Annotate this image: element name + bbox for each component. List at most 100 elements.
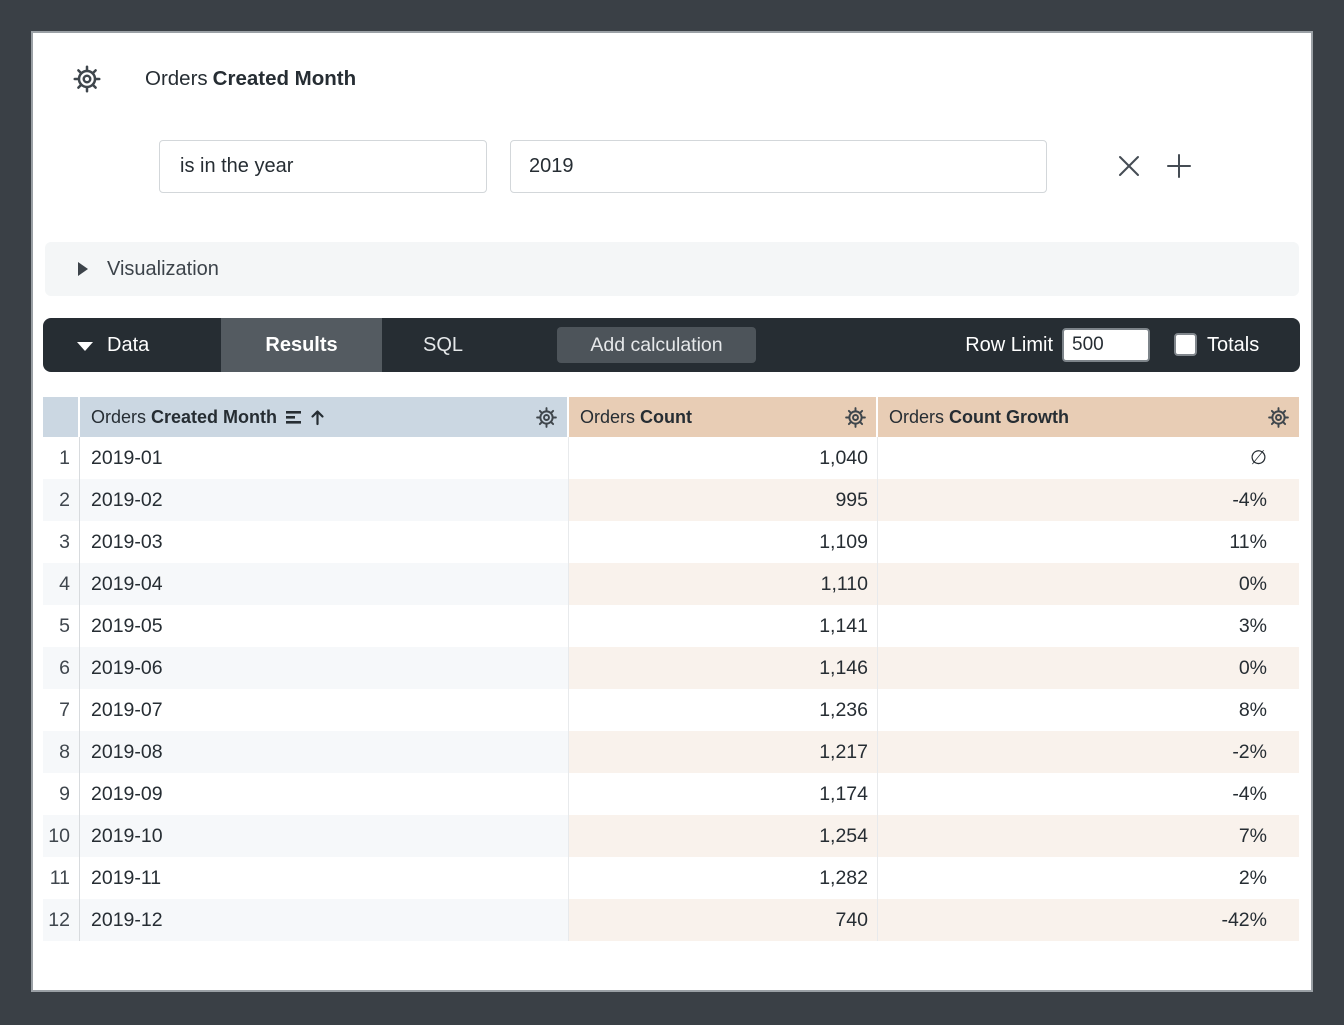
column-header-field: Count Growth bbox=[949, 406, 1069, 427]
cell-created-month[interactable]: 2019-05 bbox=[80, 605, 569, 647]
cell-created-month[interactable]: 2019-04 bbox=[80, 563, 569, 605]
column-header-prefix: Orders bbox=[91, 406, 147, 427]
cell-count-growth[interactable]: 0% bbox=[878, 563, 1299, 605]
column-header-field: Created Month bbox=[151, 406, 278, 427]
cell-created-month[interactable]: 2019-09 bbox=[80, 773, 569, 815]
column-header-prefix: Orders bbox=[580, 406, 636, 427]
totals-label: Totals bbox=[1207, 334, 1260, 356]
page-title-prefix: Orders bbox=[145, 67, 208, 90]
data-label: Data bbox=[107, 334, 150, 356]
column-header-created-month[interactable]: Orders Created Month bbox=[80, 397, 569, 437]
gear-icon[interactable] bbox=[535, 406, 558, 429]
cell-created-month[interactable]: 2019-02 bbox=[80, 479, 569, 521]
cell-created-month[interactable]: 2019-03 bbox=[80, 521, 569, 563]
tab-sql[interactable]: SQL bbox=[422, 334, 464, 356]
cell-orders-count[interactable]: 1,146 bbox=[569, 647, 878, 689]
cell-created-month[interactable]: 2019-07 bbox=[80, 689, 569, 731]
cell-orders-count[interactable]: 740 bbox=[569, 899, 878, 941]
table-row: 6 2019-06 1,146 0% bbox=[43, 647, 1299, 689]
results-table: Orders Created Month bbox=[43, 397, 1299, 941]
triangle-right-icon bbox=[78, 262, 88, 276]
close-x-icon[interactable] bbox=[1113, 150, 1145, 182]
row-number: 10 bbox=[43, 815, 80, 857]
table-row: 1 2019-01 1,040 ∅ bbox=[43, 437, 1299, 479]
table-row: 7 2019-07 1,236 8% bbox=[43, 689, 1299, 731]
table-body: 1 2019-01 1,040 ∅ 2 2019-02 995 -4% 3 20… bbox=[43, 437, 1299, 941]
data-toolbar: Data Results SQL Add calculation Row Lim… bbox=[43, 318, 1300, 372]
cell-orders-count[interactable]: 1,174 bbox=[569, 773, 878, 815]
row-limit-input[interactable] bbox=[1062, 328, 1150, 362]
column-header-count-growth[interactable]: Orders Count Growth bbox=[878, 397, 1299, 437]
data-section-toggle[interactable]: Data bbox=[43, 318, 221, 372]
table-row: 8 2019-08 1,217 -2% bbox=[43, 731, 1299, 773]
plus-icon[interactable] bbox=[1163, 150, 1195, 182]
row-number: 4 bbox=[43, 563, 80, 605]
cell-count-growth[interactable]: 0% bbox=[878, 647, 1299, 689]
cell-orders-count[interactable]: 1,109 bbox=[569, 521, 878, 563]
table-row: 10 2019-10 1,254 7% bbox=[43, 815, 1299, 857]
table-row: 12 2019-12 740 -42% bbox=[43, 899, 1299, 941]
row-number-header bbox=[43, 397, 80, 437]
row-number: 9 bbox=[43, 773, 80, 815]
cell-created-month[interactable]: 2019-06 bbox=[80, 647, 569, 689]
page-title: Orders Created Month bbox=[145, 66, 356, 92]
table-row: 5 2019-05 1,141 3% bbox=[43, 605, 1299, 647]
table-row: 9 2019-09 1,174 -4% bbox=[43, 773, 1299, 815]
cell-created-month[interactable]: 2019-10 bbox=[80, 815, 569, 857]
cell-count-growth[interactable]: -2% bbox=[878, 731, 1299, 773]
cell-orders-count[interactable]: 1,110 bbox=[569, 563, 878, 605]
cell-created-month[interactable]: 2019-08 bbox=[80, 731, 569, 773]
cell-count-growth[interactable]: -4% bbox=[878, 479, 1299, 521]
cell-orders-count[interactable]: 1,040 bbox=[569, 437, 878, 479]
filter-condition-select[interactable]: is in the year bbox=[159, 140, 487, 193]
table-row: 11 2019-11 1,282 2% bbox=[43, 857, 1299, 899]
visualization-label: Visualization bbox=[107, 258, 219, 280]
gear-icon[interactable] bbox=[844, 406, 867, 429]
table-row: 4 2019-04 1,110 0% bbox=[43, 563, 1299, 605]
row-number: 5 bbox=[43, 605, 80, 647]
totals-checkbox[interactable] bbox=[1174, 333, 1197, 356]
row-number: 11 bbox=[43, 857, 80, 899]
cell-count-growth[interactable]: 2% bbox=[1238, 867, 1267, 889]
row-number: 12 bbox=[43, 899, 80, 941]
cell-orders-count[interactable]: 1,236 bbox=[569, 689, 878, 731]
cell-count-growth[interactable]: -4% bbox=[1232, 783, 1267, 805]
cell-created-month[interactable]: 2019-11 bbox=[80, 857, 569, 899]
page-title-field: Created Month bbox=[212, 67, 357, 90]
cell-orders-count[interactable]: 1,282 bbox=[569, 857, 878, 899]
cell-count-growth[interactable]: 7% bbox=[878, 815, 1299, 857]
tab-results[interactable]: Results bbox=[221, 318, 382, 372]
column-header-count[interactable]: Orders Count bbox=[569, 397, 878, 437]
row-limit-label: Row Limit bbox=[965, 334, 1053, 356]
caret-down-icon bbox=[77, 342, 93, 351]
row-number: 6 bbox=[43, 647, 80, 689]
cell-orders-count[interactable]: 1,254 bbox=[569, 815, 878, 857]
add-calculation-button[interactable]: Add calculation bbox=[557, 327, 756, 363]
cell-created-month[interactable]: 2019-12 bbox=[80, 899, 569, 941]
column-header-field: Count bbox=[640, 406, 692, 427]
filter-value-input[interactable] bbox=[510, 140, 1047, 193]
cell-orders-count[interactable]: 995 bbox=[569, 479, 878, 521]
arrow-up-icon bbox=[310, 409, 325, 426]
cell-count-growth[interactable]: 8% bbox=[1238, 699, 1267, 721]
cell-count-growth[interactable]: ∅ bbox=[1250, 447, 1267, 469]
table-row: 2 2019-02 995 -4% bbox=[43, 479, 1299, 521]
row-number: 3 bbox=[43, 521, 80, 563]
gear-icon[interactable] bbox=[1267, 406, 1290, 429]
table-row: 3 2019-03 1,109 11% bbox=[43, 521, 1299, 563]
cell-orders-count[interactable]: 1,217 bbox=[569, 731, 878, 773]
row-number: 8 bbox=[43, 731, 80, 773]
row-number: 2 bbox=[43, 479, 80, 521]
cell-count-growth[interactable]: 3% bbox=[1238, 615, 1267, 637]
gear-icon[interactable] bbox=[72, 64, 102, 94]
row-number: 7 bbox=[43, 689, 80, 731]
visualization-section-toggle[interactable]: Visualization bbox=[45, 242, 1299, 296]
table-header-row: Orders Created Month bbox=[43, 397, 1299, 437]
cell-created-month[interactable]: 2019-01 bbox=[80, 437, 569, 479]
cell-count-growth[interactable]: 11% bbox=[1229, 531, 1267, 553]
cell-orders-count[interactable]: 1,141 bbox=[569, 605, 878, 647]
sort-bars-icon bbox=[285, 410, 303, 425]
column-header-prefix: Orders bbox=[889, 406, 945, 427]
cell-count-growth[interactable]: -42% bbox=[878, 899, 1299, 941]
